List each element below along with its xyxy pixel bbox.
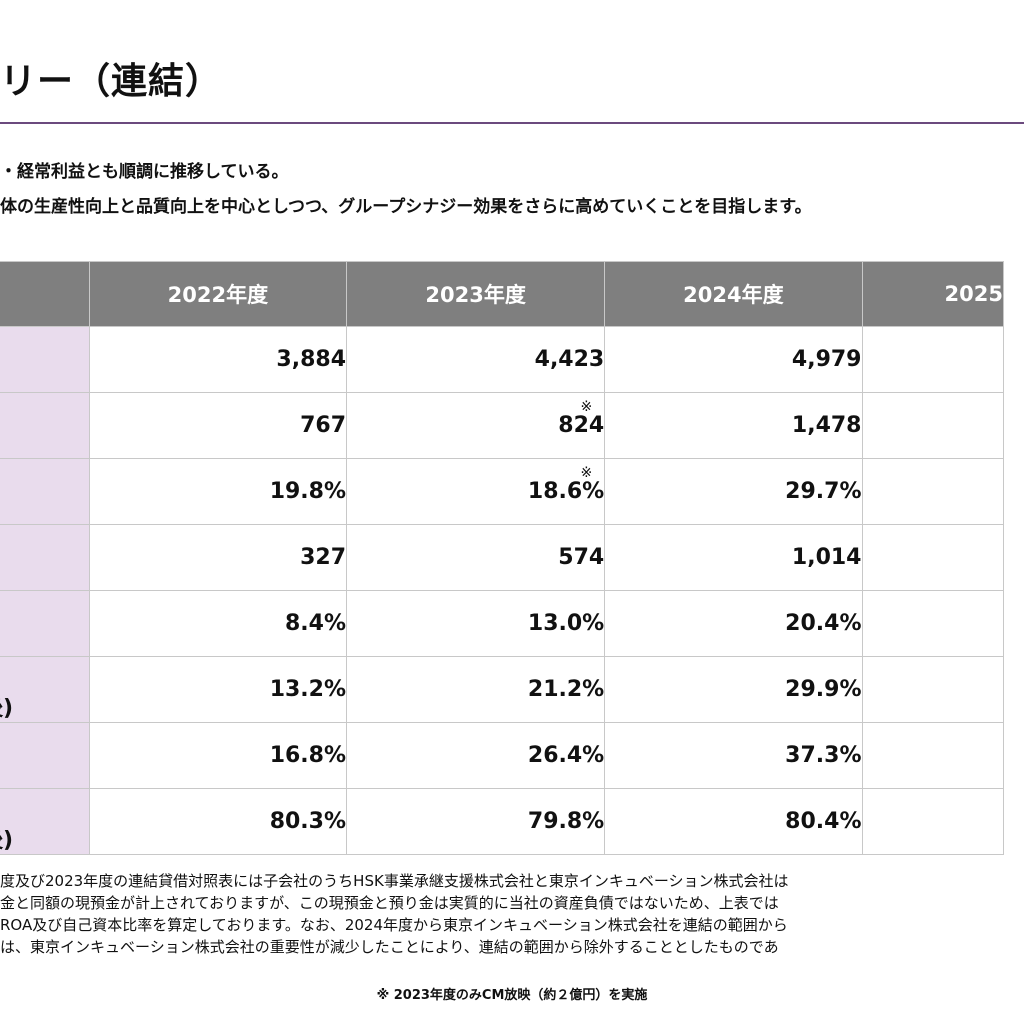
row-label (0, 326, 90, 393)
note-mark: ※ (580, 399, 593, 415)
value-cell-2025 (861, 788, 1004, 855)
value-cell-2025 (861, 722, 1004, 789)
value-cell-2022: 19.8% (88, 458, 348, 525)
value-cell-2023: 21.2% (346, 656, 606, 723)
table-row: 327 574 1,014 (0, 524, 1004, 591)
table-row: 後) 80.3% 79.8% 80.4% (0, 788, 1004, 855)
value-text: 1,478 (791, 413, 862, 438)
value-cell-2022: 8.4% (88, 590, 348, 657)
footnotes: 度及び2023年度の連結貸借対照表には子会社のうちHSK事業承継支援株式会社と東… (0, 870, 1024, 958)
row-label (0, 458, 90, 525)
value-cell-2025 (861, 326, 1004, 393)
value-text: 80.3% (269, 809, 347, 834)
value-text: 79.8% (527, 809, 605, 834)
value-cell-2024: 29.7% (604, 458, 863, 525)
value-cell-2024: 37.3% (604, 722, 863, 789)
footnote-line-4: は、東京インキュベーション株式会社の重要性が減少したことにより、連結の範囲から除… (0, 938, 779, 956)
value-cell-2024: 80.4% (604, 788, 863, 855)
value-text: 80.4% (785, 809, 862, 834)
value-cell-2024: 1,014 (604, 524, 863, 591)
value-cell-2023: 4,423 (346, 326, 606, 393)
column-header-2023: 2023年度 (346, 261, 606, 327)
summary-line-2: 体の生産性向上と品質向上を中心としつつ、グループシナジー効果をさらに高めていくこ… (0, 197, 812, 217)
table-row: 767 824 ※ 1,478 (0, 392, 1004, 459)
footnote-line-1: 度及び2023年度の連結貸借対照表には子会社のうちHSK事業承継支援株式会社と東… (0, 872, 789, 890)
financial-kpi-table: 2022年度 2023年度 2024年度 2025 3,884 4,423 4,… (0, 261, 1004, 855)
value-text: 19.8% (269, 479, 347, 504)
value-text: 327 (300, 545, 347, 570)
row-label: 後) (0, 788, 90, 855)
value-text: 4,423 (534, 347, 605, 372)
summary-line-1: ・経常利益とも順調に推移している。 (0, 162, 289, 182)
value-cell-2025 (861, 458, 1004, 525)
value-cell-2022: 80.3% (88, 788, 348, 855)
value-cell-2022: 16.8% (88, 722, 348, 789)
note-mark: ※ (580, 465, 593, 481)
value-cell-2024: 29.9% (604, 656, 863, 723)
footnote-line-2: 金と同額の現預金が計上されておりますが、この現預金と預り金は実質的に当社の資産負… (0, 894, 779, 912)
page-title: リー（連結） (0, 61, 223, 102)
value-cell-2022: 3,884 (88, 326, 348, 393)
value-cell-2024: 4,979 (604, 326, 863, 393)
column-header-2022: 2022年度 (88, 261, 348, 327)
table-row: 後) 13.2% 21.2% 29.9% (0, 656, 1004, 723)
row-label (0, 392, 90, 459)
value-text: 37.3% (785, 743, 862, 768)
value-text: 824 (558, 413, 605, 438)
value-text: 1,014 (791, 545, 862, 570)
value-text: 21.2% (527, 677, 605, 702)
table-row: 16.8% 26.4% 37.3% (0, 722, 1004, 789)
value-text: 26.4% (527, 743, 605, 768)
row-label (0, 524, 90, 591)
value-cell-2022: 767 (88, 392, 348, 459)
value-text: 16.8% (269, 743, 347, 768)
row-label (0, 590, 90, 657)
value-cell-2024: 20.4% (604, 590, 863, 657)
value-cell-2023: 18.6% ※ (346, 458, 606, 525)
value-text: 4,979 (791, 347, 862, 372)
value-cell-2025 (861, 524, 1004, 591)
value-cell-2023: 824 ※ (346, 392, 606, 459)
value-text: 18.6% (527, 479, 605, 504)
value-cell-2023: 574 (346, 524, 606, 591)
column-header-2025: 2025 (861, 261, 1004, 327)
value-cell-2025 (861, 392, 1004, 459)
row-label (0, 722, 90, 789)
value-text: 20.4% (785, 611, 862, 636)
value-cell-2022: 327 (88, 524, 348, 591)
table-row: 3,884 4,423 4,979 (0, 326, 1004, 393)
value-cell-2023: 26.4% (346, 722, 606, 789)
value-cell-2022: 13.2% (88, 656, 348, 723)
title-divider (0, 122, 1024, 124)
value-text: 29.9% (785, 677, 862, 702)
value-text: 8.4% (285, 611, 347, 636)
header-label-cell (0, 261, 90, 327)
value-text: 13.2% (269, 677, 347, 702)
table-row: 8.4% 13.0% 20.4% (0, 590, 1004, 657)
value-text: 13.0% (527, 611, 605, 636)
table-header-row: 2022年度 2023年度 2024年度 2025 (0, 261, 1004, 327)
table-row: 19.8% 18.6% ※ 29.7% (0, 458, 1004, 525)
value-cell-2025 (861, 590, 1004, 657)
column-header-2024: 2024年度 (604, 261, 863, 327)
row-label: 後) (0, 656, 90, 723)
footnote-line-3: ROA及び自己資本比率を算定しております。なお、2024年度から東京インキュベー… (0, 916, 788, 934)
value-text: 29.7% (785, 479, 862, 504)
value-text: 3,884 (276, 347, 347, 372)
value-text: 574 (558, 545, 605, 570)
cm-footnote: ※ 2023年度のみCM放映（約２億円）を実施 (376, 988, 648, 1003)
value-cell-2023: 79.8% (346, 788, 606, 855)
value-text: 767 (300, 413, 347, 438)
value-cell-2023: 13.0% (346, 590, 606, 657)
value-cell-2025 (861, 656, 1004, 723)
value-cell-2024: 1,478 (604, 392, 863, 459)
